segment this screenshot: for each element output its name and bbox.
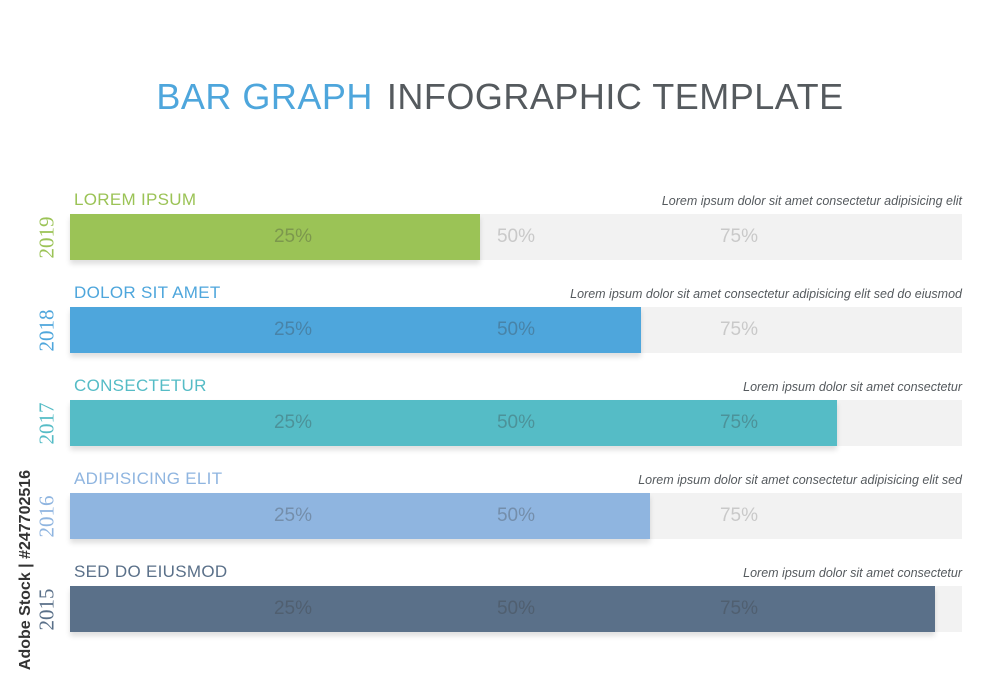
title-part-1: BAR GRAPH xyxy=(156,76,373,117)
bar-2019 xyxy=(70,214,481,260)
chart-title: BAR GRAPH INFOGRAPHIC TEMPLATE xyxy=(0,76,1000,118)
stock-watermark: Adobe Stock | #247702516 xyxy=(4,452,48,688)
bar-2015 xyxy=(70,586,936,632)
bar-track: 25% 50% 75% xyxy=(70,307,962,353)
year-text: 2018 xyxy=(34,309,59,351)
year-text: 2019 xyxy=(34,216,59,258)
year-label: 2017 xyxy=(24,400,70,446)
tick-label: 25% xyxy=(273,598,313,619)
category-description: Lorem ipsum dolor sit amet consectetur a… xyxy=(638,473,962,487)
tick-label: 50% xyxy=(496,412,536,433)
bar-row-2016: 2016 ADIPISICING ELIT Lorem ipsum dolor si… xyxy=(0,469,1000,549)
tick-label: 50% xyxy=(496,226,536,247)
tick-label: 75% xyxy=(719,226,759,247)
tick-label: 25% xyxy=(273,412,313,433)
bar-track: 25% 50% 75% xyxy=(70,400,962,446)
tick-label: 25% xyxy=(273,319,313,340)
bar-2016 xyxy=(70,493,650,539)
tick-label: 75% xyxy=(719,319,759,340)
year-label: 2018 xyxy=(24,307,70,353)
category-description: Lorem ipsum dolor sit amet consectetur a… xyxy=(661,194,962,208)
bar-2018 xyxy=(70,307,641,353)
bar-row-2015: 2015 SED DO EIUSMOD Lorem ipsum dolor sit … xyxy=(0,562,1000,642)
bar-row-2019: 2019 LOREM IPSUM Lorem ipsum dolor sit ame… xyxy=(0,190,1000,270)
category-description: Lorem ipsum dolor sit amet consectetur a… xyxy=(570,287,962,301)
category-label: CONSECTETUR xyxy=(74,376,207,395)
category-label: ADIPISICING ELIT xyxy=(74,469,223,488)
bar-track: 25% 50% 75% xyxy=(70,493,962,539)
bar-row-2018: 2018 DOLOR SIT AMET Lorem ipsum dolor sit … xyxy=(0,283,1000,363)
category-description: Lorem ipsum dolor sit amet consectetur xyxy=(743,380,962,394)
year-text: 2017 xyxy=(34,402,59,444)
tick-label: 75% xyxy=(719,505,759,526)
tick-label: 75% xyxy=(719,412,759,433)
tick-label: 75% xyxy=(719,598,759,619)
title-part-2: INFOGRAPHIC TEMPLATE xyxy=(386,76,844,117)
category-label: DOLOR SIT AMET xyxy=(74,283,221,302)
category-description: Lorem ipsum dolor sit amet consectetur xyxy=(743,566,962,580)
bar-track: 25% 50% 75% xyxy=(70,214,962,260)
watermark-text: Adobe Stock | #247702516 xyxy=(17,469,35,671)
tick-label: 50% xyxy=(496,319,536,340)
bar-row-2017: 2017 CONSECTETUR Lorem ipsum dolor sit ame… xyxy=(0,376,1000,456)
category-label: LOREM IPSUM xyxy=(74,190,197,209)
bar-track: 25% 50% 75% xyxy=(70,586,962,632)
category-label: SED DO EIUSMOD xyxy=(74,562,228,581)
tick-label: 25% xyxy=(273,226,313,247)
tick-label: 25% xyxy=(273,505,313,526)
bar-2017 xyxy=(70,400,838,446)
tick-label: 50% xyxy=(496,505,536,526)
year-label: 2019 xyxy=(24,214,70,260)
tick-label: 50% xyxy=(496,598,536,619)
